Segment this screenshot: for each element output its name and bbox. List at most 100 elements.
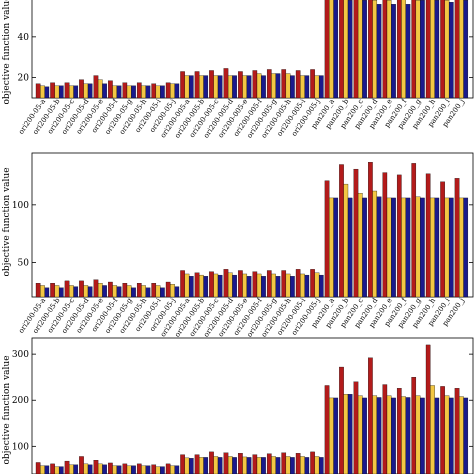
bar (391, 4, 396, 99)
bar (87, 464, 93, 474)
y-tick-label: 100 (12, 201, 29, 211)
bar (69, 85, 74, 99)
bar (430, 0, 435, 99)
bar (116, 85, 122, 99)
bar (415, 395, 421, 474)
bar (246, 276, 252, 298)
bar (246, 457, 252, 474)
bar (386, 0, 392, 99)
bar (50, 82, 55, 99)
bar (209, 271, 214, 298)
bar (339, 164, 344, 298)
bar (151, 283, 157, 298)
bar (170, 465, 175, 474)
bar (112, 285, 118, 298)
bar (108, 462, 113, 474)
bar (401, 197, 406, 298)
bar (386, 395, 392, 474)
bar (304, 457, 310, 474)
bar (213, 75, 219, 99)
bar (368, 0, 373, 99)
bar (252, 454, 258, 474)
bar (73, 85, 79, 99)
bar (440, 181, 445, 298)
bar (97, 463, 103, 474)
bar (314, 75, 320, 99)
bar (40, 85, 45, 99)
bar (242, 273, 248, 298)
bar (353, 168, 359, 298)
bar (194, 272, 200, 298)
bar (324, 0, 330, 99)
bar (347, 0, 353, 99)
bar (314, 272, 320, 298)
bar (281, 69, 287, 99)
bar (295, 70, 301, 99)
bar (420, 397, 425, 474)
bar (357, 0, 363, 99)
bar (44, 86, 50, 99)
bar (69, 285, 74, 298)
bar (69, 464, 74, 474)
bar (372, 0, 378, 99)
bar (97, 79, 103, 99)
bar (83, 285, 89, 298)
bar (136, 82, 142, 99)
bar (411, 0, 417, 99)
bar (362, 197, 367, 298)
bar (102, 83, 107, 99)
bar (79, 456, 84, 474)
bar (155, 85, 161, 99)
bar (339, 0, 344, 99)
bar (425, 173, 431, 298)
bar (444, 0, 450, 99)
bar (174, 465, 180, 474)
bar (391, 397, 396, 474)
bar (131, 85, 136, 99)
bar (165, 463, 171, 474)
bar (434, 397, 440, 474)
bar (108, 80, 113, 99)
bar (238, 270, 243, 298)
bar (256, 457, 262, 474)
bar (232, 75, 237, 99)
bar (50, 463, 55, 474)
bar (227, 272, 233, 298)
bar (50, 283, 55, 298)
bar (463, 397, 469, 474)
bar (271, 456, 276, 474)
bar (131, 465, 136, 474)
bar (295, 269, 301, 298)
bar (300, 456, 305, 474)
bar (174, 83, 180, 99)
bar (194, 71, 200, 99)
bar (425, 0, 431, 99)
bar (141, 465, 146, 474)
bar (223, 68, 229, 99)
bar (83, 463, 89, 474)
bar (430, 385, 435, 474)
bar (434, 0, 440, 99)
bar (300, 75, 305, 99)
bar (448, 197, 454, 298)
bar (425, 344, 431, 474)
bar (275, 73, 281, 99)
bar (300, 273, 305, 298)
bar (155, 466, 161, 474)
bar (252, 271, 258, 298)
bar (145, 287, 151, 298)
bar (304, 75, 310, 99)
bar (285, 456, 291, 474)
bar (396, 0, 402, 99)
bar (209, 70, 214, 99)
bar (160, 466, 165, 474)
bar (136, 283, 142, 298)
bar (275, 457, 281, 474)
bar (440, 386, 445, 474)
bar (126, 285, 132, 298)
bar (116, 286, 122, 298)
bar (64, 280, 70, 298)
bar (329, 0, 334, 99)
